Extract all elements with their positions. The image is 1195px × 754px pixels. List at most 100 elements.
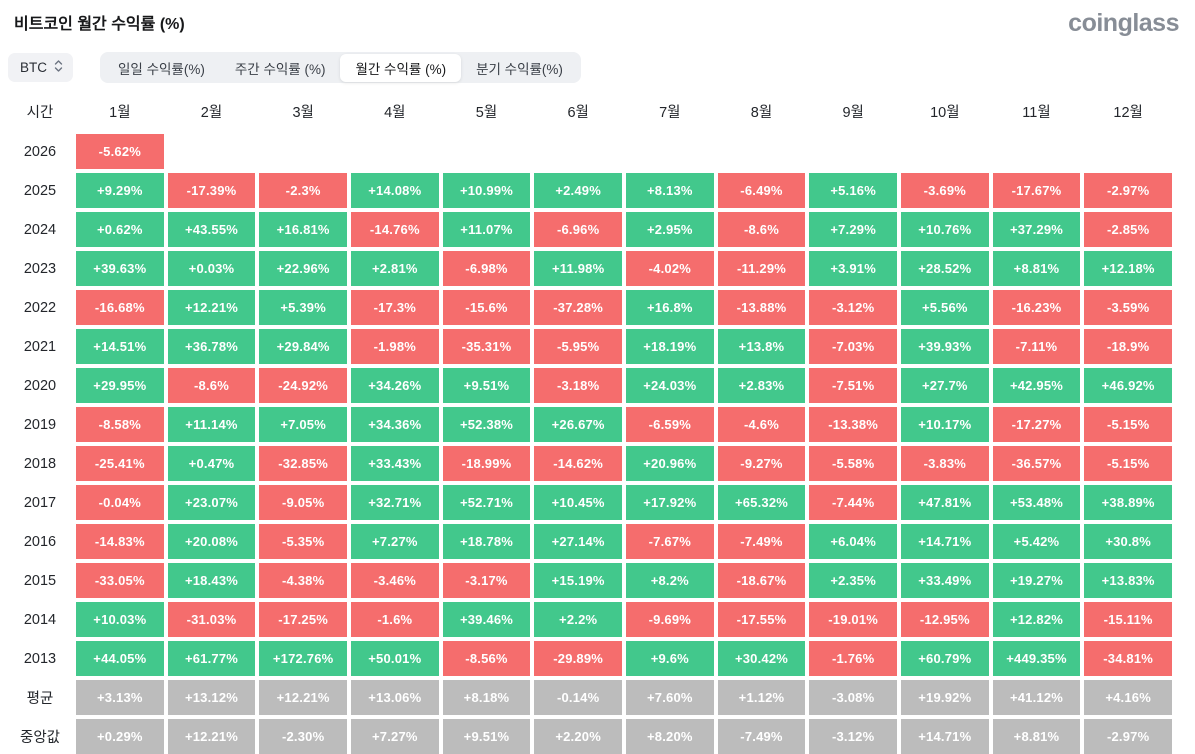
return-cell: -14.76% xyxy=(350,212,439,247)
return-cell: +5.39% xyxy=(259,290,347,325)
return-cell: +23.07% xyxy=(167,485,256,520)
return-cell: +2.49% xyxy=(534,173,622,208)
return-cell: -5.62% xyxy=(76,134,164,169)
return-cell: -6.96% xyxy=(534,212,622,247)
return-cell: +26.67% xyxy=(534,407,622,442)
return-cell: +5.56% xyxy=(900,290,989,325)
return-cell: +0.03% xyxy=(167,251,256,286)
return-cell: -8.6% xyxy=(167,368,256,403)
return-cell: +52.71% xyxy=(442,485,531,520)
return-cell: -17.27% xyxy=(992,407,1081,442)
return-cell: +13.8% xyxy=(717,329,806,364)
return-cell: +27.14% xyxy=(534,524,622,559)
return-cell: +18.78% xyxy=(442,524,531,559)
column-header-month-6: 6월 xyxy=(567,105,589,121)
return-cell: -3.59% xyxy=(1084,290,1172,325)
return-cell: -19.01% xyxy=(809,602,897,637)
column-header-month-10: 10월 xyxy=(930,105,960,121)
return-cell: +1.12% xyxy=(717,680,806,715)
return-cell: -5.15% xyxy=(1084,446,1172,481)
return-cell: -29.89% xyxy=(534,641,622,676)
return-cell: +32.71% xyxy=(350,485,439,520)
return-cell: -35.31% xyxy=(442,329,531,364)
return-cell: +24.03% xyxy=(625,368,714,403)
return-cell: +449.35% xyxy=(992,641,1081,676)
return-cell: +0.29% xyxy=(76,719,164,754)
return-cell: +10.99% xyxy=(442,173,531,208)
return-cell: -32.85% xyxy=(259,446,347,481)
return-cell: -1.98% xyxy=(350,329,439,364)
tab-quarterly-returns[interactable]: 분기 수익률(%) xyxy=(476,61,563,77)
return-cell: +52.38% xyxy=(442,407,531,442)
empty-cell xyxy=(901,134,989,169)
coinglass-logo[interactable]: coinglass xyxy=(1068,9,1179,37)
return-cell: -7.49% xyxy=(717,719,806,754)
coin-select[interactable]: BTC xyxy=(8,53,73,82)
return-cell: +42.95% xyxy=(992,368,1081,403)
row-label: 2025 xyxy=(23,182,57,199)
return-cell: -36.57% xyxy=(992,446,1081,481)
return-cell: +36.78% xyxy=(167,329,256,364)
return-cell: +2.83% xyxy=(717,368,806,403)
return-cell: +3.91% xyxy=(809,251,897,286)
return-cell: +8.81% xyxy=(992,719,1081,754)
return-cell: +8.13% xyxy=(625,173,714,208)
return-cell: -15.6% xyxy=(442,290,531,325)
return-cell: +33.43% xyxy=(350,446,439,481)
return-cell: -3.69% xyxy=(900,173,989,208)
return-cell: +7.27% xyxy=(350,719,439,754)
return-cell: +8.81% xyxy=(992,251,1081,286)
column-header-month-1: 1월 xyxy=(109,105,131,121)
row-label: 2015 xyxy=(23,572,57,589)
return-cell: -8.6% xyxy=(717,212,806,247)
return-cell: +39.93% xyxy=(900,329,989,364)
return-cell: -18.67% xyxy=(717,563,806,598)
return-cell: -8.58% xyxy=(76,407,164,442)
empty-cell xyxy=(443,134,531,169)
return-cell: +4.16% xyxy=(1084,680,1172,715)
return-cell: +34.26% xyxy=(350,368,439,403)
return-cell: +41.12% xyxy=(992,680,1081,715)
column-header-month-5: 5월 xyxy=(475,105,498,121)
return-cell: +61.77% xyxy=(167,641,256,676)
return-cell: +33.49% xyxy=(900,563,989,598)
empty-cell xyxy=(1084,134,1172,169)
return-cell: +22.96% xyxy=(259,251,347,286)
return-cell: +2.2% xyxy=(534,602,622,637)
return-cell: +14.71% xyxy=(900,524,989,559)
return-cell: -3.18% xyxy=(534,368,622,403)
return-cell: -9.69% xyxy=(625,602,714,637)
return-cell: -7.03% xyxy=(809,329,897,364)
return-cell: +9.29% xyxy=(76,173,164,208)
return-cell: +16.8% xyxy=(625,290,714,325)
column-header-month-11: 11월 xyxy=(1022,105,1051,121)
row-label: 2019 xyxy=(23,416,57,433)
return-cell: -13.38% xyxy=(809,407,897,442)
return-cell: -2.3% xyxy=(259,173,347,208)
return-cell: -17.55% xyxy=(717,602,806,637)
return-cell: +12.21% xyxy=(259,680,347,715)
tab-weekly-returns[interactable]: 주간 수익률 (%) xyxy=(234,61,326,77)
return-cell: +11.07% xyxy=(442,212,531,247)
return-cell: +27.7% xyxy=(900,368,989,403)
return-cell: -5.58% xyxy=(809,446,897,481)
row-label: 2022 xyxy=(23,299,57,316)
returns-table: 시간 1월 2월 3월 4월 5월 6월 7월 8월 9월 10월 11월 12월 2026 -5.62% 2… xyxy=(8,95,1172,754)
return-cell: +30.8% xyxy=(1084,524,1172,559)
return-cell: -3.17% xyxy=(442,563,531,598)
return-cell: -7.51% xyxy=(809,368,897,403)
return-cell: +16.81% xyxy=(259,212,347,247)
tab-daily-returns[interactable]: 일일 수익률(%) xyxy=(118,61,205,77)
return-cell: +7.27% xyxy=(350,524,439,559)
tab-monthly-returns[interactable]: 월간 수익률 (%) xyxy=(340,53,462,82)
return-cell: +8.18% xyxy=(442,680,531,715)
row-label: 2026 xyxy=(23,143,57,160)
row-label: 2020 xyxy=(23,377,57,394)
column-header-month-2: 2월 xyxy=(200,105,223,121)
empty-cell xyxy=(809,134,897,169)
return-cell: -2.97% xyxy=(1084,173,1172,208)
return-cell: -14.83% xyxy=(76,524,164,559)
return-cell: +37.29% xyxy=(992,212,1081,247)
return-cell: -1.76% xyxy=(809,641,897,676)
return-cell: +18.19% xyxy=(625,329,714,364)
